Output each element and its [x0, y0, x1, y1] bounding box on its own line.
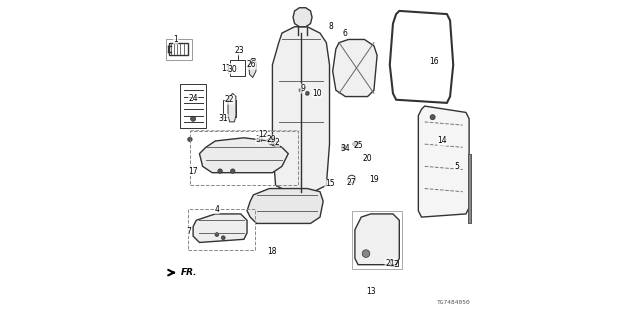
- Text: 1: 1: [173, 35, 178, 44]
- Text: 22: 22: [225, 95, 234, 104]
- Text: 20: 20: [363, 154, 372, 163]
- Bar: [180, 84, 206, 128]
- Text: 6: 6: [343, 28, 348, 38]
- Circle shape: [305, 92, 309, 95]
- Text: 11: 11: [221, 63, 231, 73]
- Polygon shape: [248, 59, 257, 77]
- Text: 15: 15: [324, 179, 334, 188]
- Text: 8: 8: [329, 22, 333, 31]
- Polygon shape: [355, 214, 399, 265]
- Bar: [467, 154, 471, 223]
- Circle shape: [188, 137, 192, 142]
- Polygon shape: [273, 27, 330, 192]
- Text: TG7484050: TG7484050: [436, 300, 470, 305]
- Polygon shape: [419, 106, 469, 217]
- Circle shape: [230, 169, 235, 173]
- Circle shape: [341, 145, 346, 150]
- Text: 9: 9: [300, 84, 305, 93]
- Polygon shape: [293, 8, 312, 27]
- Polygon shape: [200, 138, 288, 173]
- Circle shape: [299, 88, 303, 92]
- Polygon shape: [390, 11, 453, 103]
- Bar: [188, 209, 255, 251]
- Circle shape: [215, 233, 219, 236]
- Text: 29: 29: [266, 135, 276, 144]
- Circle shape: [218, 169, 222, 173]
- Bar: [166, 39, 191, 60]
- Polygon shape: [333, 39, 377, 97]
- Text: 4: 4: [214, 205, 220, 214]
- Text: 27: 27: [347, 178, 356, 187]
- Polygon shape: [247, 188, 323, 223]
- Circle shape: [353, 142, 358, 147]
- Bar: [390, 260, 397, 266]
- Text: 23: 23: [234, 46, 244, 55]
- Text: 7: 7: [186, 227, 191, 236]
- Circle shape: [191, 116, 196, 121]
- Text: 34: 34: [340, 144, 350, 153]
- Polygon shape: [228, 93, 236, 122]
- Circle shape: [362, 250, 370, 257]
- Bar: [352, 211, 403, 269]
- Text: FR.: FR.: [181, 268, 198, 277]
- Text: 13: 13: [366, 287, 376, 296]
- Text: 3: 3: [256, 135, 260, 144]
- Circle shape: [221, 236, 225, 240]
- Text: 17: 17: [188, 167, 198, 176]
- Text: 21: 21: [385, 259, 394, 268]
- Bar: [223, 100, 236, 117]
- Text: 2: 2: [275, 138, 280, 147]
- Text: 24: 24: [188, 94, 198, 103]
- Text: 5: 5: [454, 162, 459, 171]
- Text: 16: 16: [429, 57, 439, 66]
- Text: 30: 30: [228, 65, 237, 74]
- Text: 18: 18: [268, 247, 277, 257]
- Text: 19: 19: [369, 174, 379, 184]
- Bar: [230, 60, 246, 76]
- Text: 25: 25: [353, 141, 363, 150]
- Text: 14: 14: [437, 136, 447, 146]
- Bar: [170, 43, 188, 55]
- Polygon shape: [193, 214, 247, 243]
- Circle shape: [257, 137, 262, 142]
- Circle shape: [430, 115, 435, 120]
- Text: 31: 31: [218, 114, 228, 123]
- Text: 12: 12: [258, 130, 268, 139]
- Text: 26: 26: [247, 60, 257, 69]
- Bar: [190, 132, 298, 185]
- Text: 10: 10: [312, 89, 322, 98]
